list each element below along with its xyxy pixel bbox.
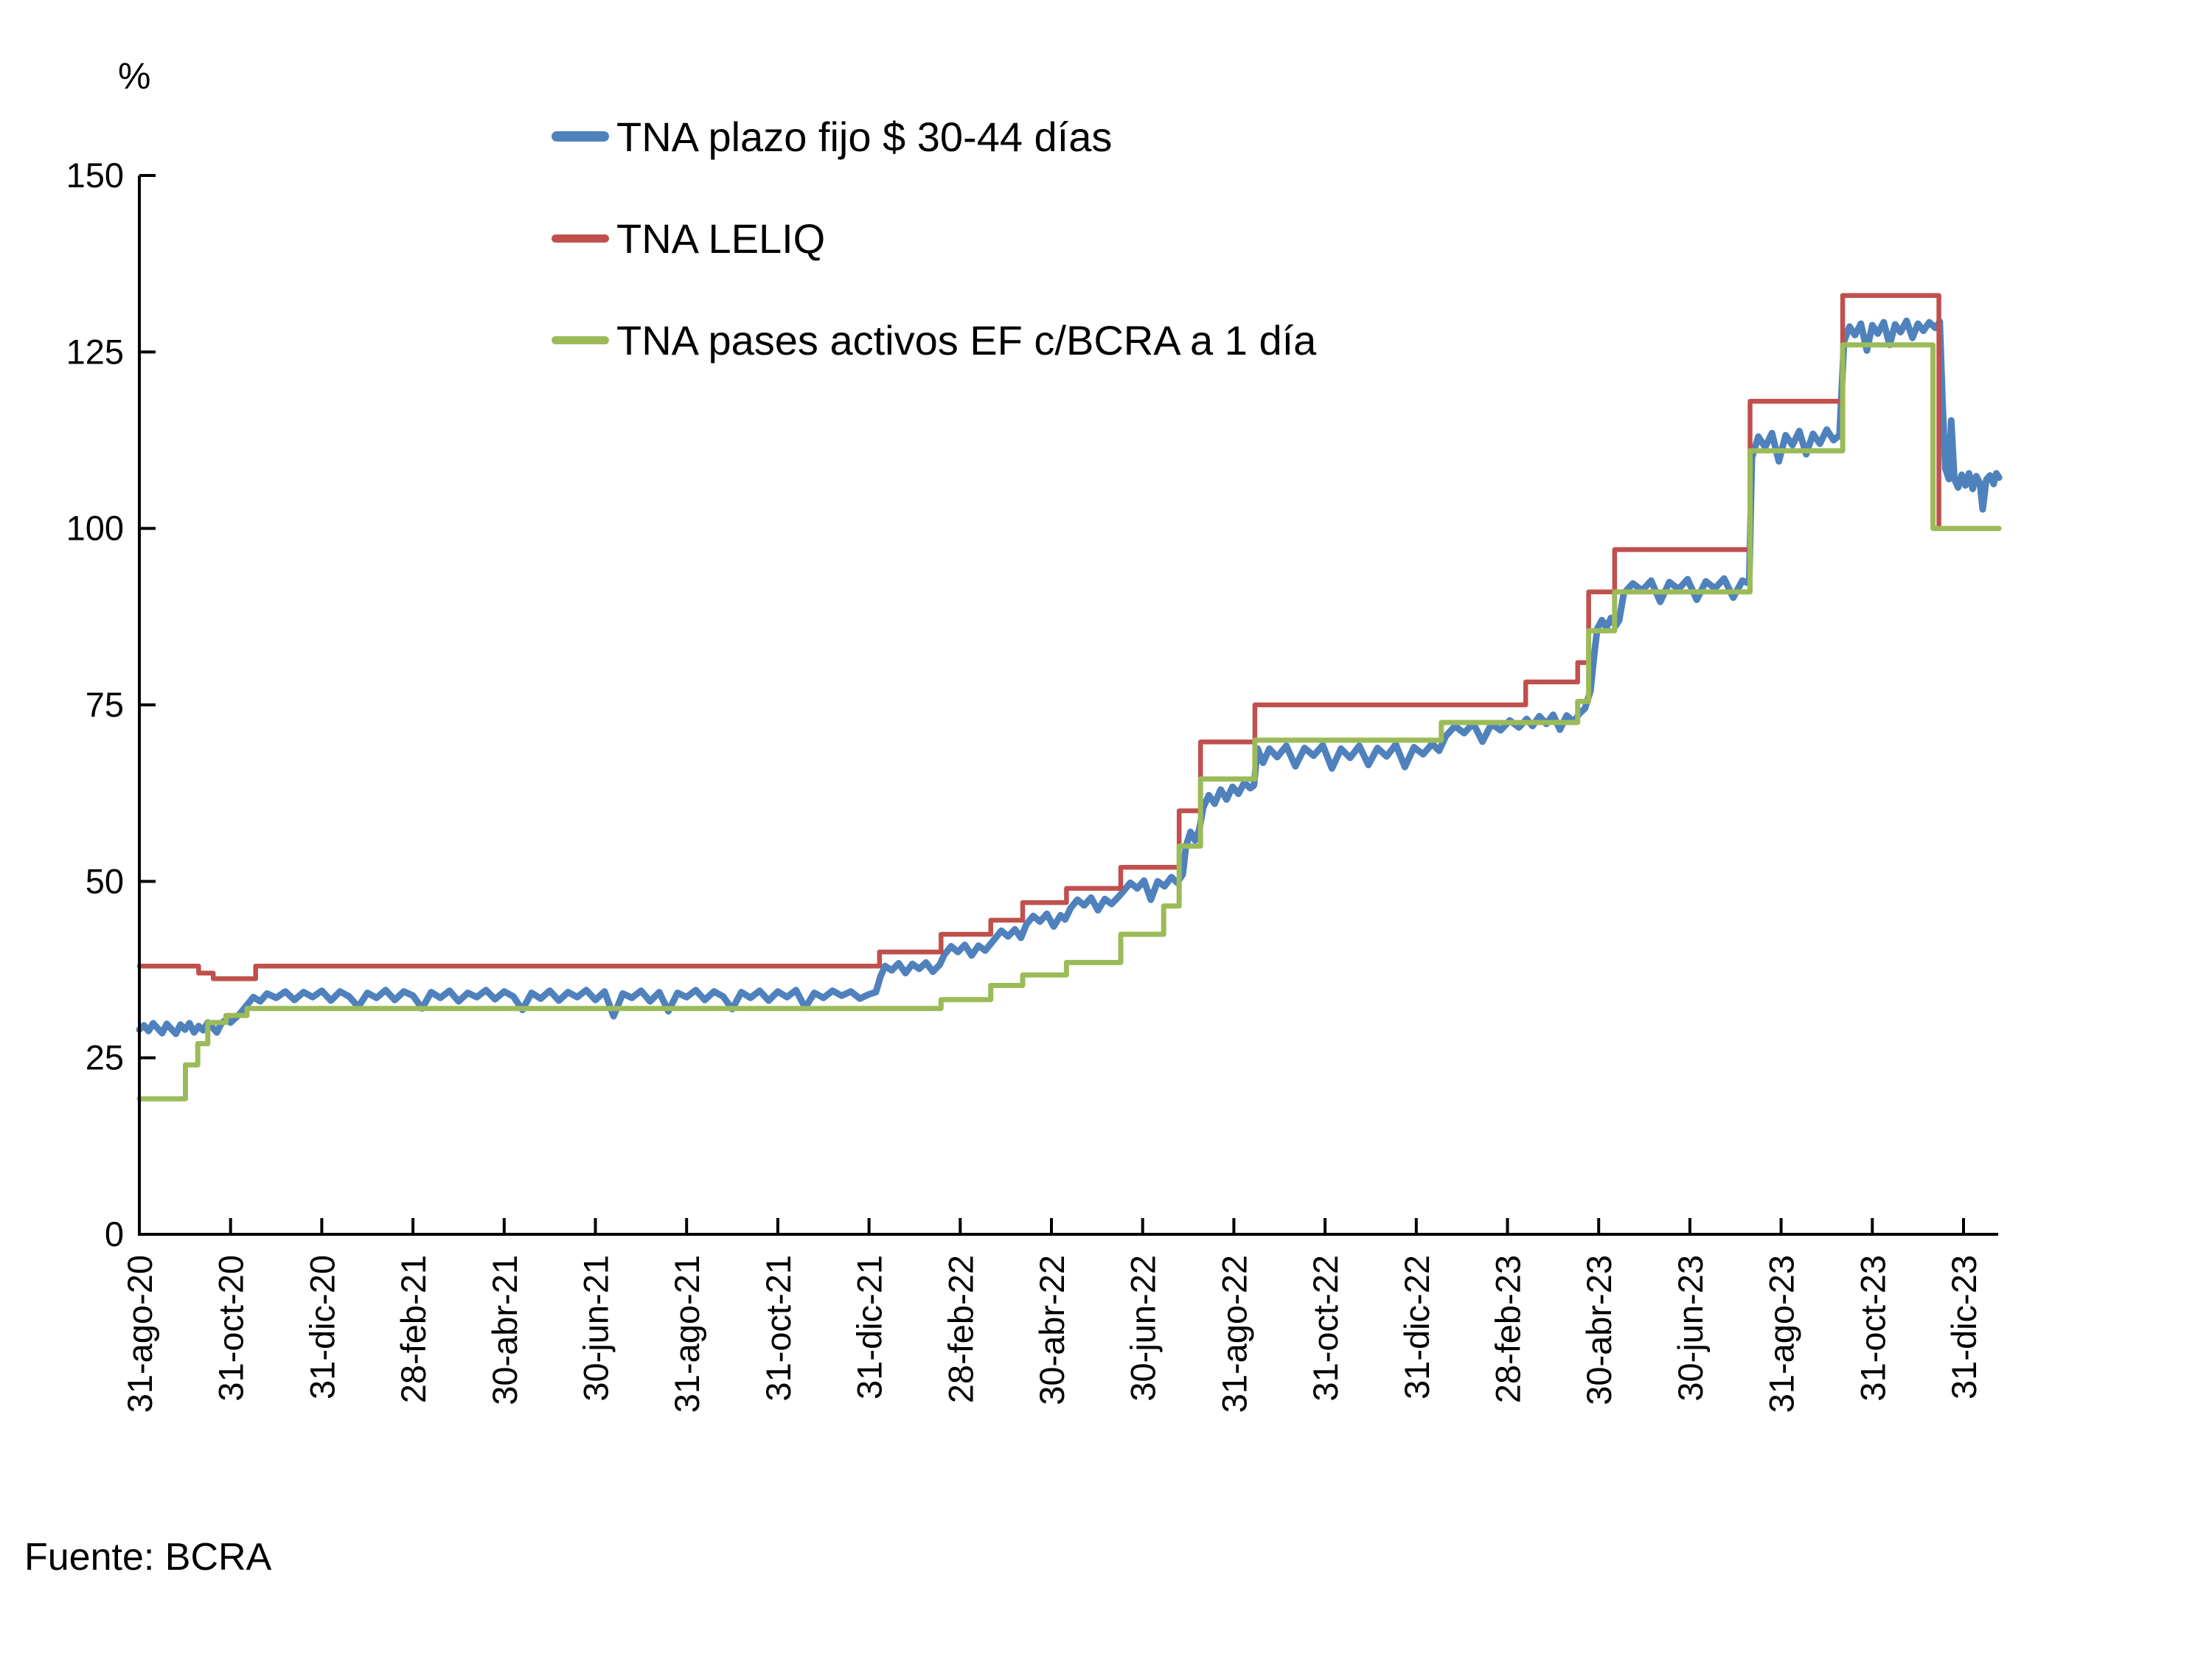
y-tick-label: 75 (86, 685, 124, 724)
x-tick-label: 31-dic-20 (302, 1255, 341, 1399)
y-tick-label: 50 (86, 861, 124, 900)
legend-label-plazo-fijo: TNA plazo fijo $ 30-44 días (616, 113, 1113, 160)
y-axis-unit-label: % (118, 55, 150, 97)
x-tick-label: 31-oct-20 (212, 1255, 251, 1402)
y-tick-label: 150 (66, 156, 124, 195)
x-tick-label: 31-oct-21 (759, 1255, 798, 1402)
legend-item-plazo-fijo: TNA plazo fijo $ 30-44 días (552, 111, 1316, 162)
y-tick-label: 0 (105, 1214, 124, 1253)
y-tick-label: 100 (66, 509, 124, 548)
x-tick-label: 28-feb-21 (394, 1255, 433, 1403)
x-tick-label: 30-jun-23 (1671, 1255, 1710, 1402)
legend-item-pases: TNA pases activos EF c/BCRA a 1 día (552, 314, 1316, 366)
x-tick-label: 31-dic-23 (1944, 1255, 1983, 1399)
series-lines (136, 293, 2003, 1102)
series-line-leliq (136, 293, 1948, 981)
x-tick-label: 31-dic-21 (850, 1255, 889, 1399)
y-tick-label: 125 (66, 332, 124, 371)
x-tick-label: 30-abr-22 (1032, 1255, 1071, 1405)
x-tick-label: 30-jun-21 (577, 1255, 616, 1402)
x-tick-label: 31-ago-20 (120, 1255, 159, 1413)
legend-label-pases: TNA pases activos EF c/BCRA a 1 día (616, 316, 1317, 364)
axis-labels: 0 25 50 75 100 125 150 31-ago-20 31-oct-20 31-dic… (66, 156, 1983, 1413)
legend-swatch-plazo-fijo-icon (552, 131, 609, 142)
legend-swatch-leliq-icon (552, 234, 609, 243)
x-tick-label: 28-feb-22 (941, 1255, 980, 1403)
legend-swatch-pases-icon (552, 335, 609, 344)
x-tick-label: 31-ago-22 (1214, 1255, 1253, 1413)
x-tick-label: 31-dic-22 (1397, 1255, 1436, 1399)
axes (138, 174, 1998, 1236)
x-tick-label: 30-abr-23 (1579, 1255, 1618, 1405)
x-tick-label: 31-ago-23 (1762, 1255, 1801, 1413)
legend-item-leliq: TNA LELIQ (552, 212, 1316, 264)
x-tick-label: 30-jun-22 (1124, 1255, 1163, 1402)
x-tick-label: 28-feb-23 (1489, 1255, 1528, 1403)
x-tick-label: 31-ago-21 (667, 1255, 706, 1413)
series-line-plazo-fijo (136, 317, 2003, 1037)
legend: TNA plazo fijo $ 30-44 días TNA LELIQ TN… (552, 111, 1316, 366)
x-tick-label: 30-abr-21 (485, 1255, 524, 1405)
x-tick-label: 31-oct-23 (1853, 1255, 1892, 1402)
series-line-pases (136, 342, 2002, 1102)
y-tick-label: 25 (86, 1038, 124, 1077)
legend-label-leliq: TNA LELIQ (616, 215, 826, 262)
x-tick-label: 31-oct-22 (1306, 1255, 1345, 1402)
source-note: Fuente: BCRA (24, 1536, 272, 1579)
